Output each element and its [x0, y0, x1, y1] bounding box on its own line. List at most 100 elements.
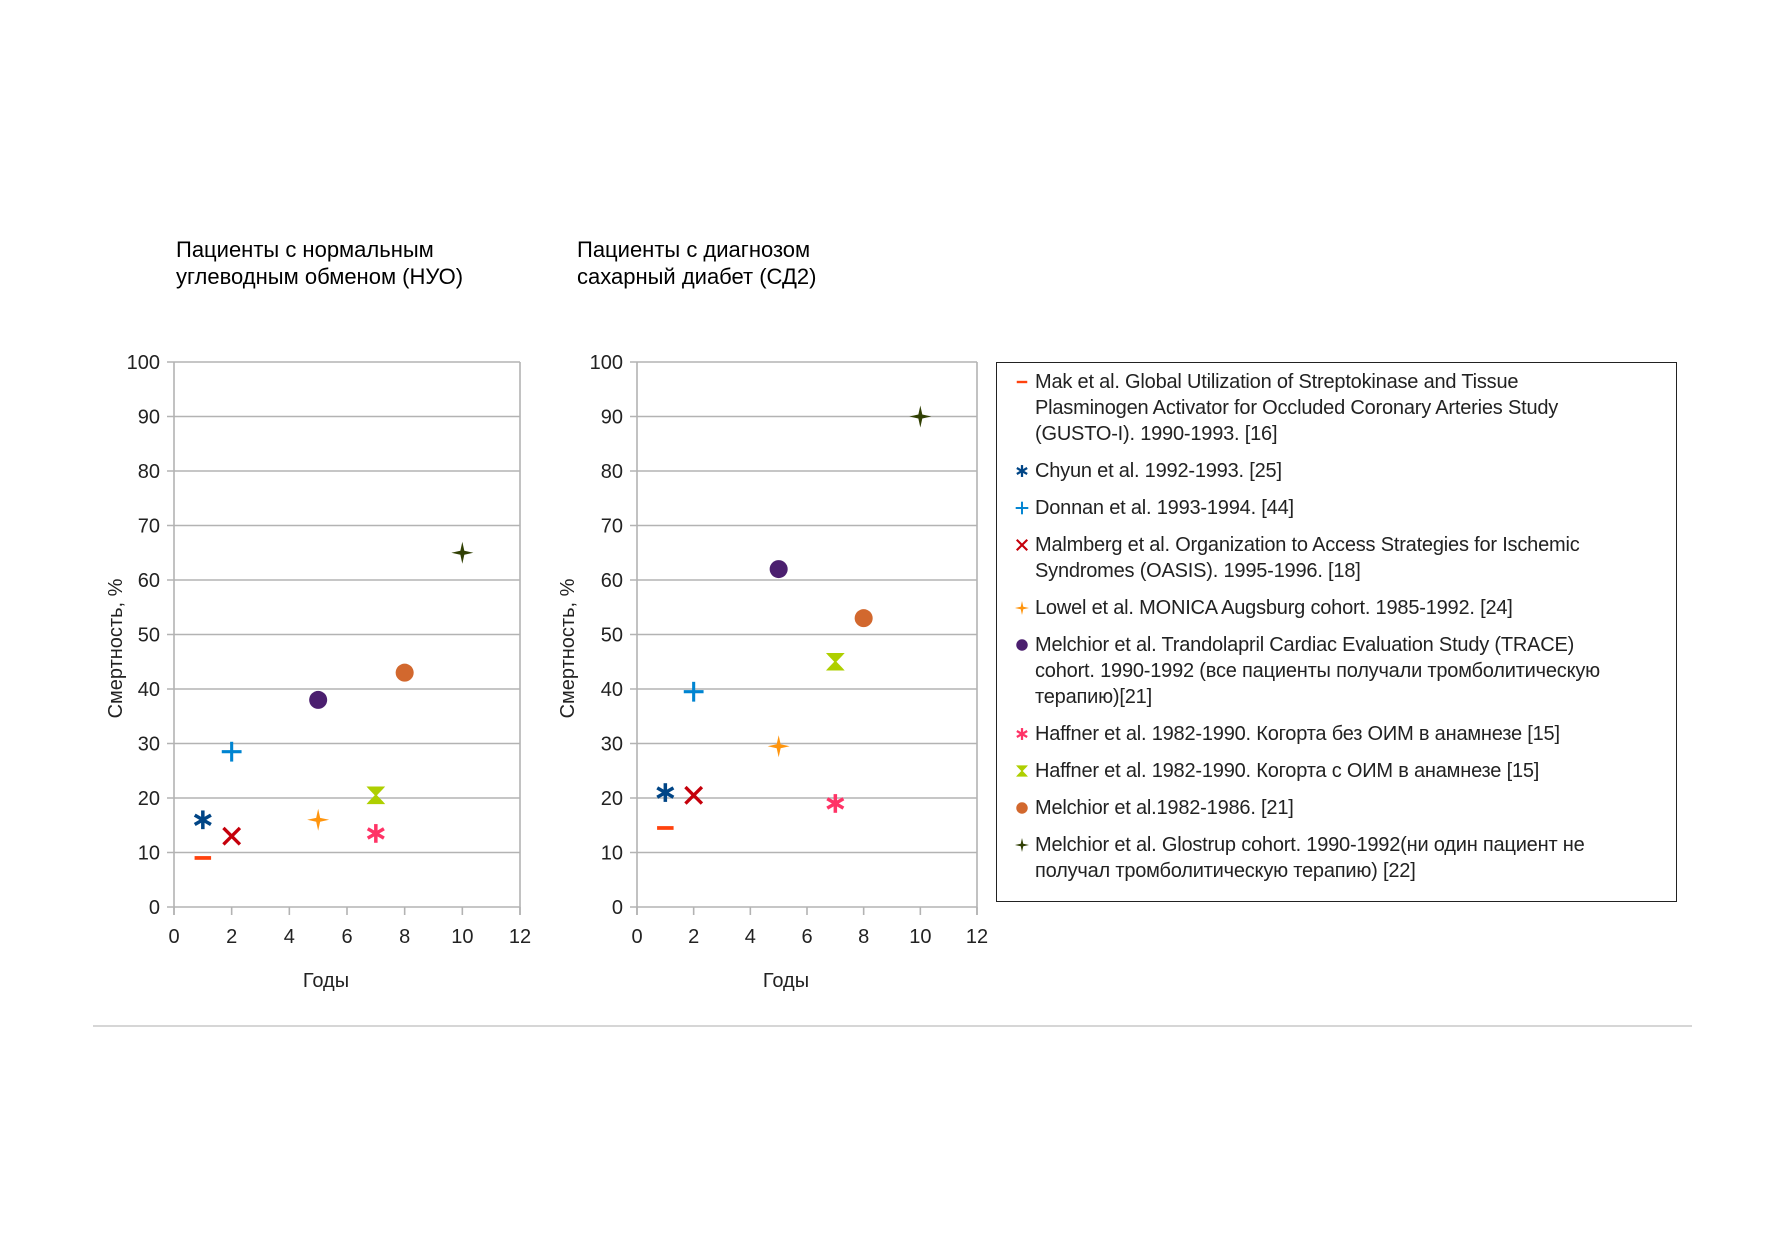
data-point-hourglass-7	[366, 786, 385, 804]
y-tick-label: 100	[127, 352, 160, 374]
legend-text-line: Haffner et al. 1982-1990. Когорта без ОИ…	[1035, 721, 1666, 747]
data-point-x-3	[223, 828, 240, 845]
legend-circle-icon	[1013, 632, 1035, 658]
legend-text-line: Mak et al. Global Utilization of Strepto…	[1035, 369, 1666, 395]
data-point-dash-0	[657, 826, 674, 830]
data-point-circle-5	[309, 691, 327, 709]
legend-item: Haffner et al. 1982-1990. Когорта с ОИМ …	[1013, 758, 1666, 784]
legend-marker-3	[1017, 540, 1028, 551]
legend-text: Melchior et al. Glostrup cohort. 1990-19…	[1035, 832, 1666, 884]
data-point-star4-9	[451, 542, 473, 564]
legend-marker-1	[1017, 465, 1027, 477]
legend-text: Malmberg et al. Organization to Access S…	[1035, 532, 1666, 584]
legend-item: Malmberg et al. Organization to Access S…	[1013, 532, 1666, 584]
legend-text: Melchior et al.1982-1986. [21]	[1035, 795, 1666, 821]
y-tick-label: 20	[138, 788, 160, 810]
y-axis-label: Смертность, %	[557, 578, 579, 718]
legend-asterisk-icon	[1013, 458, 1035, 484]
legend-text: Lowel et al. MONICA Augsburg cohort. 198…	[1035, 595, 1666, 621]
legend-plus-icon	[1013, 495, 1035, 521]
legend-text: Haffner et al. 1982-1990. Когорта с ОИМ …	[1035, 758, 1666, 784]
legend-marker-2	[1016, 502, 1029, 515]
legend-text-line: получал тромболитическую терапию) [22]	[1035, 858, 1666, 884]
data-point-star4-4	[768, 735, 790, 757]
x-tick-label: 0	[631, 926, 642, 948]
legend-marker-7	[1016, 765, 1028, 776]
legend-text-line: Syndromes (OASIS). 1995-1996. [18]	[1035, 558, 1666, 584]
x-tick-label: 8	[858, 926, 869, 948]
legend-text: Mak et al. Global Utilization of Strepto…	[1035, 369, 1666, 447]
data-point-plus-2	[222, 742, 242, 762]
horizontal-rule	[93, 1025, 1692, 1027]
data-point-hourglass-7	[826, 653, 845, 671]
chart-left: 0102030405060708090100024681012ГодыСмерт…	[105, 352, 531, 992]
data-point-asterisk-6	[827, 794, 843, 813]
legend-text-line: cohort. 1990-1992 (все пациенты получали…	[1035, 658, 1666, 684]
legend-marker-4	[1015, 601, 1029, 615]
x-tick-label: 8	[399, 926, 410, 948]
y-tick-label: 50	[138, 625, 160, 647]
y-tick-label: 80	[138, 461, 160, 483]
legend-text-line: Melchior et al. Trandolapril Cardiac Eva…	[1035, 632, 1666, 658]
legend-text-line: Haffner et al. 1982-1990. Когорта с ОИМ …	[1035, 758, 1666, 784]
y-tick-label: 20	[601, 788, 623, 810]
legend-x-icon	[1013, 532, 1035, 558]
legend-circle-icon	[1013, 795, 1035, 821]
legend-item: Melchior et al. Trandolapril Cardiac Eva…	[1013, 632, 1666, 710]
legend-marker-0	[1017, 381, 1028, 383]
data-point-plus-2	[684, 682, 704, 702]
y-tick-label: 40	[138, 679, 160, 701]
y-tick-label: 70	[138, 516, 160, 538]
legend-text: Chyun et al. 1992-1993. [25]	[1035, 458, 1666, 484]
legend-marker-9	[1015, 838, 1029, 852]
legend-text: Haffner et al. 1982-1990. Когорта без ОИ…	[1035, 721, 1666, 747]
legend-text-line: Melchior et al.1982-1986. [21]	[1035, 795, 1666, 821]
y-tick-label: 10	[601, 843, 623, 865]
legend-marker-6	[1017, 728, 1027, 740]
y-tick-label: 90	[138, 407, 160, 429]
legend-text-line: Plasminogen Activator for Occluded Coron…	[1035, 395, 1666, 421]
x-axis-label: Годы	[303, 970, 349, 992]
y-tick-label: 60	[601, 570, 623, 592]
y-tick-label: 50	[601, 625, 623, 647]
x-tick-label: 10	[451, 926, 473, 948]
legend-text: Donnan et al. 1993-1994. [44]	[1035, 495, 1666, 521]
y-tick-label: 30	[601, 734, 623, 756]
legend-item: Melchior et al. Glostrup cohort. 1990-19…	[1013, 832, 1666, 884]
y-tick-label: 70	[601, 516, 623, 538]
x-tick-label: 2	[688, 926, 699, 948]
y-tick-label: 80	[601, 461, 623, 483]
legend-hourglass-icon	[1013, 758, 1035, 784]
data-point-circle-5	[770, 560, 788, 578]
data-point-star4-4	[307, 809, 329, 831]
legend-item: Donnan et al. 1993-1994. [44]	[1013, 495, 1666, 521]
x-tick-label: 10	[909, 926, 931, 948]
chart-right: 0102030405060708090100024681012ГодыСмерт…	[557, 352, 988, 992]
data-point-asterisk-1	[657, 783, 673, 802]
legend-item: Mak et al. Global Utilization of Strepto…	[1013, 369, 1666, 447]
legend-item: Lowel et al. MONICA Augsburg cohort. 198…	[1013, 595, 1666, 621]
legend-text-line: Malmberg et al. Organization to Access S…	[1035, 532, 1666, 558]
legend-text-line: Chyun et al. 1992-1993. [25]	[1035, 458, 1666, 484]
y-axis-label: Смертность, %	[105, 578, 127, 718]
y-tick-label: 90	[601, 407, 623, 429]
legend-dash-icon	[1013, 369, 1035, 395]
y-tick-label: 100	[590, 352, 623, 374]
x-tick-label: 12	[966, 926, 988, 948]
y-tick-label: 60	[138, 570, 160, 592]
y-tick-label: 40	[601, 679, 623, 701]
data-point-circle-8	[396, 664, 414, 682]
legend-text-line: (GUSTO-I). 1990-1993. [16]	[1035, 421, 1666, 447]
y-tick-label: 30	[138, 734, 160, 756]
legend: Mak et al. Global Utilization of Strepto…	[996, 362, 1677, 902]
legend-text: Melchior et al. Trandolapril Cardiac Eva…	[1035, 632, 1666, 710]
legend-item: Chyun et al. 1992-1993. [25]	[1013, 458, 1666, 484]
x-tick-label: 6	[341, 926, 352, 948]
data-point-asterisk-1	[195, 810, 211, 829]
data-point-star4-9	[909, 406, 931, 428]
y-tick-label: 0	[149, 897, 160, 919]
y-tick-label: 0	[612, 897, 623, 919]
data-point-x-3	[685, 787, 702, 804]
x-tick-label: 4	[284, 926, 295, 948]
legend-text-line: терапию)[21]	[1035, 684, 1666, 710]
